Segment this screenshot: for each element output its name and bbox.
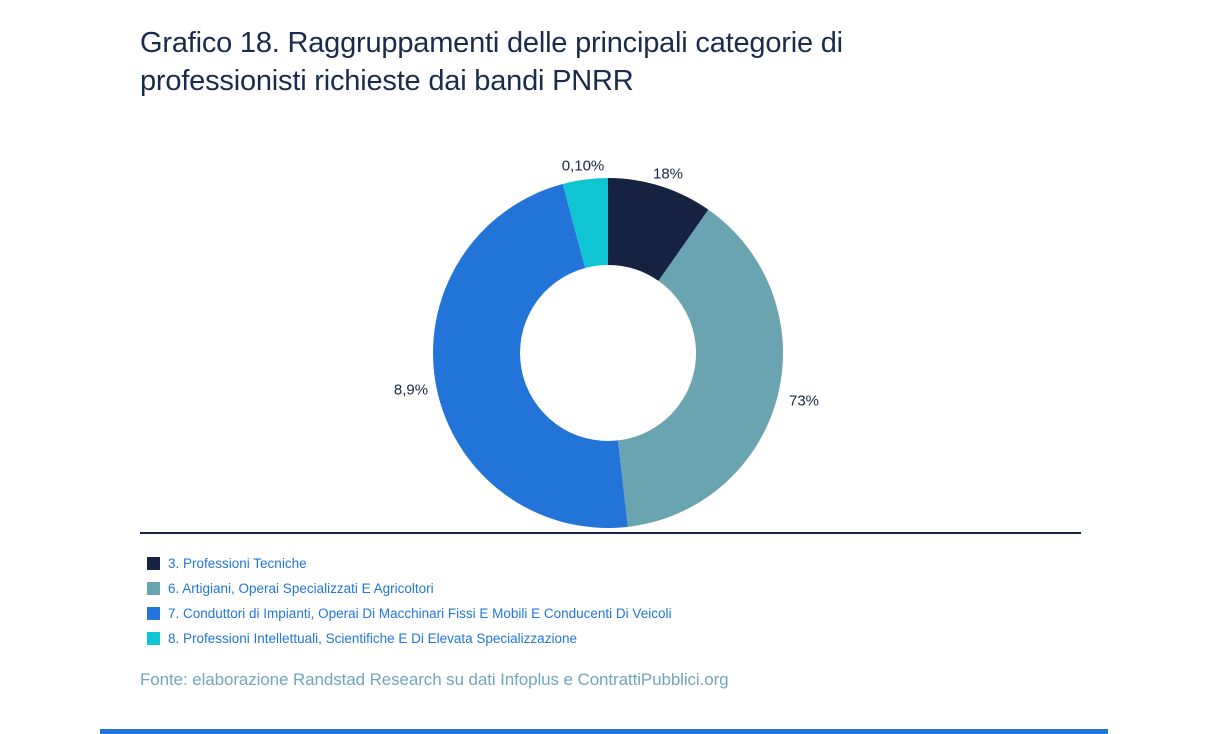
- donut-slice-professioni-tecniche: [608, 178, 709, 281]
- pct-label-professioni-intellettuali: 0,10%: [561, 157, 605, 175]
- source-note: Fonte: elaborazione Randstad Research su…: [140, 670, 729, 689]
- legend-swatch-professioni-intellettuali: [147, 632, 160, 645]
- page-title-line-2: professionisti richieste dai bandi PNRR: [140, 65, 634, 97]
- bottom-rule: [100, 729, 1108, 734]
- pct-label-conduttori: 8,9%: [393, 381, 429, 399]
- legend-label: 8. Professioni Intellettuali, Scientific…: [168, 631, 577, 646]
- page-title: Grafico 18. Raggruppamenti delle princip…: [140, 24, 843, 100]
- pct-label-artigiani: 73%: [788, 392, 820, 410]
- pct-label-professioni-tecniche: 18%: [652, 165, 684, 183]
- legend-swatch-conduttori: [147, 607, 160, 620]
- chart-legend: 3. Professioni Tecniche 6. Artigiani, Op…: [147, 555, 671, 655]
- legend-item-professioni-tecniche: 3. Professioni Tecniche: [147, 555, 671, 572]
- legend-item-conduttori: 7. Conduttori di Impianti, Operai Di Mac…: [147, 605, 671, 622]
- legend-swatch-artigiani: [147, 582, 160, 595]
- legend-swatch-professioni-tecniche: [147, 557, 160, 570]
- donut-slice-conduttori-impianti: [433, 183, 628, 528]
- legend-label: 3. Professioni Tecniche: [168, 556, 307, 571]
- legend-label: 7. Conduttori di Impianti, Operai Di Mac…: [168, 606, 672, 621]
- donut-slice-professioni-intellettuali: [562, 178, 608, 268]
- donut-slice-artigiani-operai-specializzati: [617, 209, 783, 527]
- legend-label: 6. Artigiani, Operai Specializzati E Agr…: [168, 581, 434, 596]
- legend-item-professioni-intellettuali: 8. Professioni Intellettuali, Scientific…: [147, 630, 671, 647]
- chart-baseline: [140, 532, 1081, 534]
- page-title-line-1: Grafico 18. Raggruppamenti delle princip…: [140, 27, 843, 59]
- legend-item-artigiani: 6. Artigiani, Operai Specializzati E Agr…: [147, 580, 671, 597]
